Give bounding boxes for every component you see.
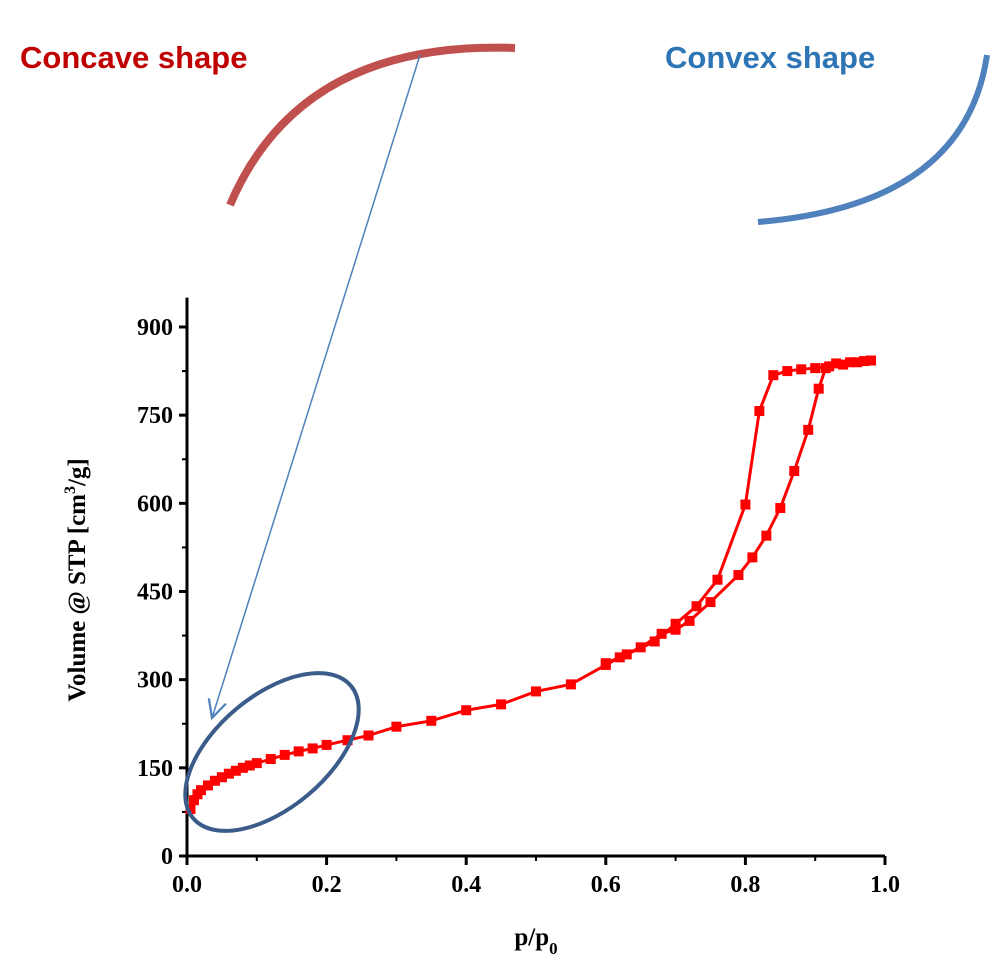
series-line	[189, 358, 872, 810]
marker	[223, 768, 234, 779]
y-tick-label: 0	[161, 844, 173, 870]
marker	[761, 530, 772, 541]
marker	[775, 503, 786, 514]
marker	[342, 735, 353, 746]
marker	[796, 364, 807, 375]
marker	[244, 760, 255, 771]
x-label-text: p/p	[514, 924, 549, 951]
marker	[321, 739, 332, 750]
marker	[649, 636, 660, 647]
arrow	[212, 54, 421, 718]
series-line	[605, 359, 872, 665]
marker	[279, 749, 290, 760]
x-axis-label: p/p0	[514, 924, 557, 958]
marker	[202, 780, 213, 791]
x-tick-label: 0.0	[172, 872, 202, 898]
y-label-text: Volume @ STP [cm	[64, 494, 91, 702]
x-tick-label: 0.2	[312, 872, 342, 898]
marker	[824, 361, 835, 372]
x-tick-label: 0.4	[451, 872, 481, 898]
x-tick-label: 1.0	[870, 872, 900, 898]
x-tick-label: 0.8	[730, 872, 760, 898]
marker	[391, 721, 402, 732]
marker	[754, 406, 765, 417]
y-label-sup: 3	[62, 486, 79, 494]
marker	[251, 758, 262, 769]
marker	[209, 775, 220, 786]
marker	[866, 355, 877, 366]
marker	[813, 383, 824, 394]
x-tick-label: 0.6	[591, 872, 621, 898]
marker	[307, 743, 318, 754]
marker	[831, 358, 842, 369]
marker	[838, 359, 849, 370]
marker	[216, 772, 227, 783]
convex-curve	[757, 54, 990, 225]
annotation: Concave shape	[20, 40, 247, 75]
marker	[565, 679, 576, 690]
marker	[691, 601, 702, 612]
marker	[531, 686, 541, 697]
y-axis-label: Volume @ STP [cm3/g]	[62, 458, 91, 702]
marker	[747, 552, 758, 563]
y-tick-label: 150	[137, 756, 173, 782]
y-label-suffix: /g]	[64, 458, 91, 487]
marker	[195, 785, 206, 796]
marker	[670, 624, 681, 635]
annotation: Convex shape	[665, 40, 875, 75]
x-label-sub: 0	[549, 939, 558, 958]
marker	[782, 366, 793, 377]
marker	[600, 658, 611, 669]
marker	[712, 574, 723, 585]
y-tick-label: 600	[137, 491, 173, 517]
y-tick-label: 750	[137, 403, 173, 429]
marker	[670, 618, 681, 629]
marker	[293, 746, 304, 757]
y-tick-label: 450	[137, 579, 173, 605]
marker	[803, 424, 814, 435]
marker	[496, 699, 507, 710]
marker	[852, 357, 863, 368]
marker	[426, 715, 437, 726]
y-tick-label: 300	[137, 668, 173, 694]
marker	[768, 370, 779, 381]
marker	[265, 754, 276, 765]
marker	[705, 597, 716, 608]
highlight-ellipse	[183, 671, 361, 833]
marker	[733, 570, 744, 581]
marker	[461, 705, 472, 716]
marker	[621, 649, 632, 660]
marker	[789, 465, 800, 476]
marker	[237, 762, 248, 773]
marker	[230, 765, 241, 776]
marker	[363, 730, 374, 741]
marker	[810, 363, 821, 374]
plot-area: 0 150 300 450 600 750 900 0.0 0.2 0.4 0.6 0.8 1.0	[137, 297, 900, 898]
marker	[684, 615, 695, 626]
marker	[188, 795, 199, 806]
concave-curve	[226, 43, 516, 207]
y-tick-label: 900	[137, 315, 173, 341]
marker	[185, 803, 196, 814]
marker	[740, 499, 751, 510]
